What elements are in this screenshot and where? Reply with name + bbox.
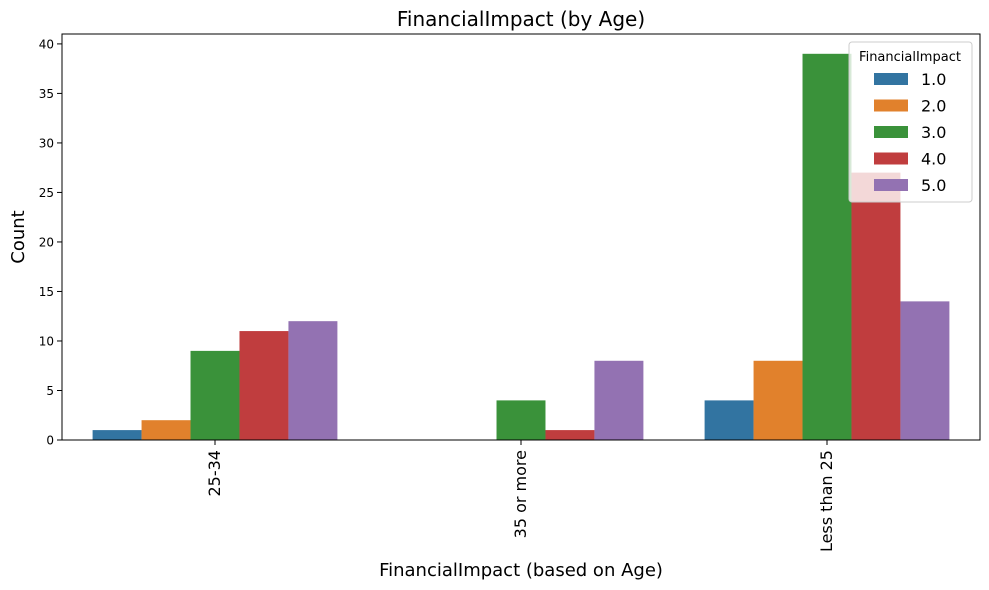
y-tick-label: 35: [39, 87, 54, 101]
bar-5-0-2: [900, 301, 950, 440]
legend-swatch-2-0: [874, 99, 908, 112]
x-axis-label: FinancialImpact (based on Age): [379, 560, 663, 581]
legend-label-4-0: 4.0: [921, 150, 946, 169]
bar-4-0-2: [851, 172, 901, 440]
x-axis: 25-34 35 or more Less than 25: [205, 440, 836, 552]
legend-label-1-0: 1.0: [921, 70, 946, 89]
y-tick-label: 40: [39, 37, 54, 51]
bar-2-0-2: [753, 360, 803, 440]
legend-swatch-4-0: [874, 152, 908, 165]
bar-3-0-0: [190, 350, 240, 440]
bar-3-0-1: [496, 400, 546, 440]
plot-area-frame: [61, 33, 981, 441]
bar-4-0-1: [545, 430, 595, 440]
legend: FinancialImpact 1.0 2.0 3.0 4.0 5.0: [848, 41, 973, 203]
legend-label-5-0: 5.0: [921, 176, 946, 195]
legend-label-3-0: 3.0: [921, 123, 946, 142]
bar-3-0-2: [802, 53, 852, 441]
bar-1-0-2: [704, 400, 754, 440]
y-tick-label: 20: [39, 235, 54, 249]
x-tick-label: 35 or more: [511, 450, 530, 538]
x-tick-label: 25-34: [205, 450, 224, 497]
legend-swatch-3-0: [874, 126, 908, 138]
bars-group: [92, 53, 950, 441]
y-tick-label: 0: [46, 434, 54, 448]
bar-1-0-0: [92, 430, 142, 440]
y-tick-label: 10: [39, 334, 54, 348]
y-tick-label: 5: [46, 384, 54, 398]
bar-2-0-0: [141, 420, 191, 440]
y-axis-label: Count: [8, 210, 29, 263]
bar-5-0-1: [594, 360, 644, 440]
y-tick-label: 15: [39, 285, 54, 299]
bar-5-0-0: [288, 321, 338, 440]
chart-title: FinancialImpact (by Age): [397, 7, 645, 31]
y-axis: 0 5 10 15 20 25 30 35 40: [39, 37, 62, 448]
bar-4-0-0: [239, 331, 289, 440]
legend-label-2-0: 2.0: [921, 97, 946, 116]
legend-swatch-1-0: [874, 73, 908, 85]
legend-swatch-5-0: [874, 179, 908, 191]
y-tick-label: 30: [39, 136, 54, 150]
legend-box: [848, 41, 973, 203]
y-tick-label: 25: [39, 186, 54, 200]
x-tick-label: Less than 25: [817, 450, 836, 552]
legend-title: FinancialImpact: [859, 50, 961, 65]
